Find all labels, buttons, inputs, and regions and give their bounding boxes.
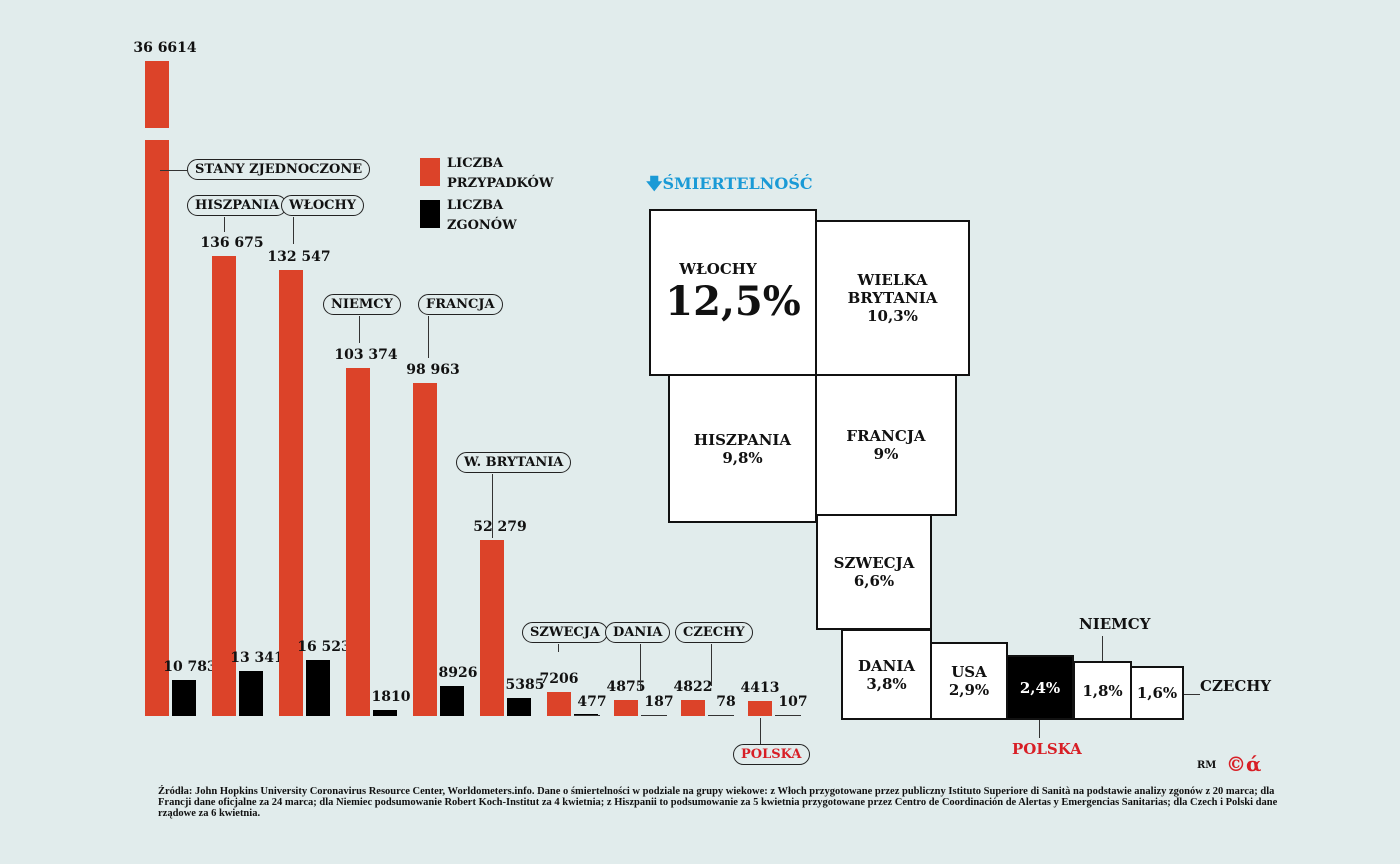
bar-cases-1 <box>212 256 236 716</box>
connector-8 <box>711 644 712 686</box>
label-cases-8: 4822 <box>673 678 713 695</box>
label-cases-0: 36 6614 <box>133 40 197 56</box>
mortality-label-czech: CZECHY <box>1200 677 1272 695</box>
label-cases-3: 103 374 <box>334 347 398 364</box>
mortality-box-italy: WŁOCHY 12,5% <box>649 209 817 376</box>
connector-1 <box>224 217 225 232</box>
bar-cases-3 <box>346 368 370 716</box>
bar-deaths-0 <box>172 679 196 716</box>
legend-cases: LICZBA PRZYPADKÓW <box>447 156 554 191</box>
bar-deaths-4 <box>440 685 464 716</box>
label-deaths-3: 1810 <box>371 688 411 705</box>
label-cases-2: 132 547 <box>267 248 331 265</box>
connector-5 <box>492 474 493 538</box>
bar-cases-5 <box>480 540 504 716</box>
mortality-box-sweden: SZWECJA 6,6% <box>816 514 932 630</box>
bar-cases-9 <box>748 701 772 716</box>
deaths-underline-7 <box>641 715 667 716</box>
label-deaths-6: 477 <box>577 694 607 710</box>
country-label-8: CZECHY <box>675 622 753 643</box>
country-label-6: SZWECJA <box>522 622 608 643</box>
legend-swatch-cases <box>420 158 440 186</box>
country-label-2: WŁOCHY <box>281 195 365 216</box>
bar-cases-8 <box>681 699 705 716</box>
label-cases-4: 98 963 <box>406 361 460 378</box>
mortality-box-spain: HISZPANIA 9,8% <box>668 374 817 523</box>
country-label-4: FRANCJA <box>418 294 503 315</box>
bar-cases-4 <box>413 382 437 716</box>
bar-cases-7 <box>614 699 638 716</box>
connector-4 <box>428 316 429 358</box>
label-deaths-7: 187 <box>644 694 674 710</box>
mortality-box-germany: 1,8% <box>1073 661 1132 720</box>
country-label-3: NIEMCY <box>323 294 401 315</box>
arrow-down-icon: 🡇 <box>646 174 663 193</box>
connector-3 <box>359 316 360 343</box>
deaths-underline-6 <box>574 715 600 716</box>
label-deaths-2: 16 523 <box>297 639 351 656</box>
country-label-9: POLSKA <box>733 744 810 765</box>
label-deaths-4: 8926 <box>438 664 478 681</box>
label-deaths-8: 78 <box>716 694 736 710</box>
bar-cases-0 <box>145 61 169 716</box>
country-label-1: HISZPANIA <box>187 195 288 216</box>
label-deaths-9: 107 <box>778 694 808 710</box>
author-initials: RM <box>1197 760 1217 771</box>
label-deaths-0: 10 783 <box>163 658 217 675</box>
mortality-box-denmark: DANIA 3,8% <box>841 629 932 720</box>
sources-note: Źródła: John Hopkins University Coronavi… <box>158 786 1278 819</box>
country-label-5: W. BRYTANIA <box>456 452 572 473</box>
legend-swatch-deaths <box>420 200 440 228</box>
mortality-title: 🡇ŚMIERTELNOŚĆ <box>646 174 813 193</box>
country-label-7: DANIA <box>605 622 671 643</box>
mortality-box-poland: 2,4% <box>1006 655 1074 720</box>
connector-6 <box>558 644 559 652</box>
mortality-box-usa: USA 2,9% <box>930 642 1008 720</box>
bar-deaths-2 <box>306 660 330 716</box>
legend-deaths: LICZBA ZGONÓW <box>447 198 517 233</box>
mortality-label-poland: POLSKA <box>1012 740 1082 758</box>
connector-0 <box>160 170 187 171</box>
bar-cases-6 <box>547 691 571 716</box>
mortality-box-france: FRANCJA 9% <box>815 374 957 516</box>
axis-break <box>143 128 171 140</box>
label-cases-9: 4413 <box>740 680 780 697</box>
mortality-box-uk: WIELKA BRYTANIA 10,3% <box>815 220 970 376</box>
mortality-label-germany: NIEMCY <box>1079 615 1151 633</box>
publisher-logo: ©ά <box>1226 752 1262 776</box>
label-cases-1: 136 675 <box>200 235 264 251</box>
deaths-underline-9 <box>775 715 801 716</box>
label-deaths-5: 5385 <box>505 676 545 693</box>
connector-9 <box>760 718 761 744</box>
label-cases-6: 7206 <box>539 670 579 687</box>
deaths-underline-8 <box>708 715 734 716</box>
bar-deaths-3 <box>373 709 397 716</box>
country-label-0: STANY ZJEDNOCZONE <box>187 159 371 180</box>
label-cases-7: 4875 <box>606 678 646 695</box>
label-deaths-1: 13 341 <box>230 650 284 667</box>
bar-deaths-5 <box>507 697 531 716</box>
mortality-box-czech: 1,6% <box>1130 666 1184 720</box>
label-cases-5: 52 279 <box>473 519 527 536</box>
bar-deaths-1 <box>239 671 263 716</box>
connector-2 <box>293 217 294 244</box>
bar-cases-2 <box>279 269 303 716</box>
connector-7 <box>640 644 641 690</box>
